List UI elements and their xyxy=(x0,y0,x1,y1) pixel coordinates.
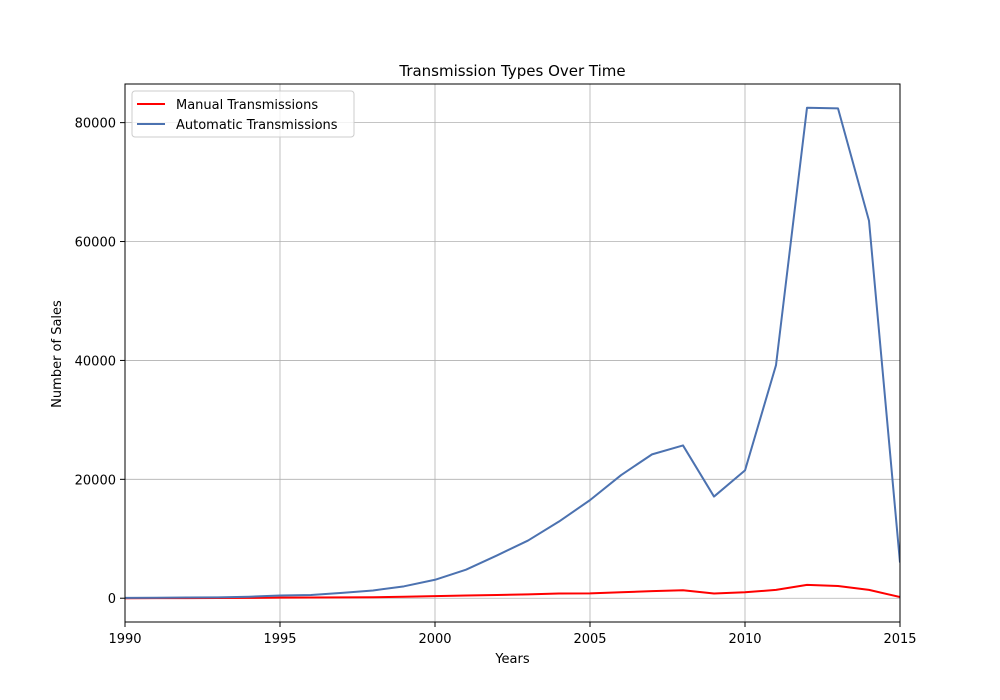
grid-lines xyxy=(124,84,901,622)
y-tick-label: 60000 xyxy=(75,236,116,251)
x-tick-label: 2000 xyxy=(418,632,451,647)
y-axis-title: Number of Sales xyxy=(50,300,65,408)
y-tick-label: 20000 xyxy=(75,473,116,488)
series-line-manual-transmissions xyxy=(125,583,900,600)
plot-frame xyxy=(124,83,901,623)
x-tick-label: 2005 xyxy=(573,632,606,647)
axes: 1990 1995 2000 2005 2010 2015 0 20000 40000 60000… xyxy=(75,83,917,647)
x-tick-label: 2010 xyxy=(728,632,761,647)
chart-title: Transmission Types Over Time xyxy=(398,62,625,80)
y-tick-label: 80000 xyxy=(75,117,116,132)
legend-box xyxy=(131,90,355,138)
legend: Manual Transmissions Automatic Transmissi… xyxy=(131,90,355,138)
x-tick-label: 1995 xyxy=(263,632,296,647)
legend-label-automatic-transmissions: Automatic Transmissions xyxy=(176,118,338,133)
y-tick-label: 0 xyxy=(108,592,116,607)
x-tick-label: 2015 xyxy=(883,632,916,647)
x-tick-label: 1990 xyxy=(108,632,141,647)
legend-label-manual-transmissions: Manual Transmissions xyxy=(176,98,318,113)
series-lines xyxy=(125,106,900,600)
series-line-automatic-transmissions xyxy=(125,106,900,599)
x-axis-title: Years xyxy=(494,652,530,667)
y-tick-label: 40000 xyxy=(75,354,116,369)
